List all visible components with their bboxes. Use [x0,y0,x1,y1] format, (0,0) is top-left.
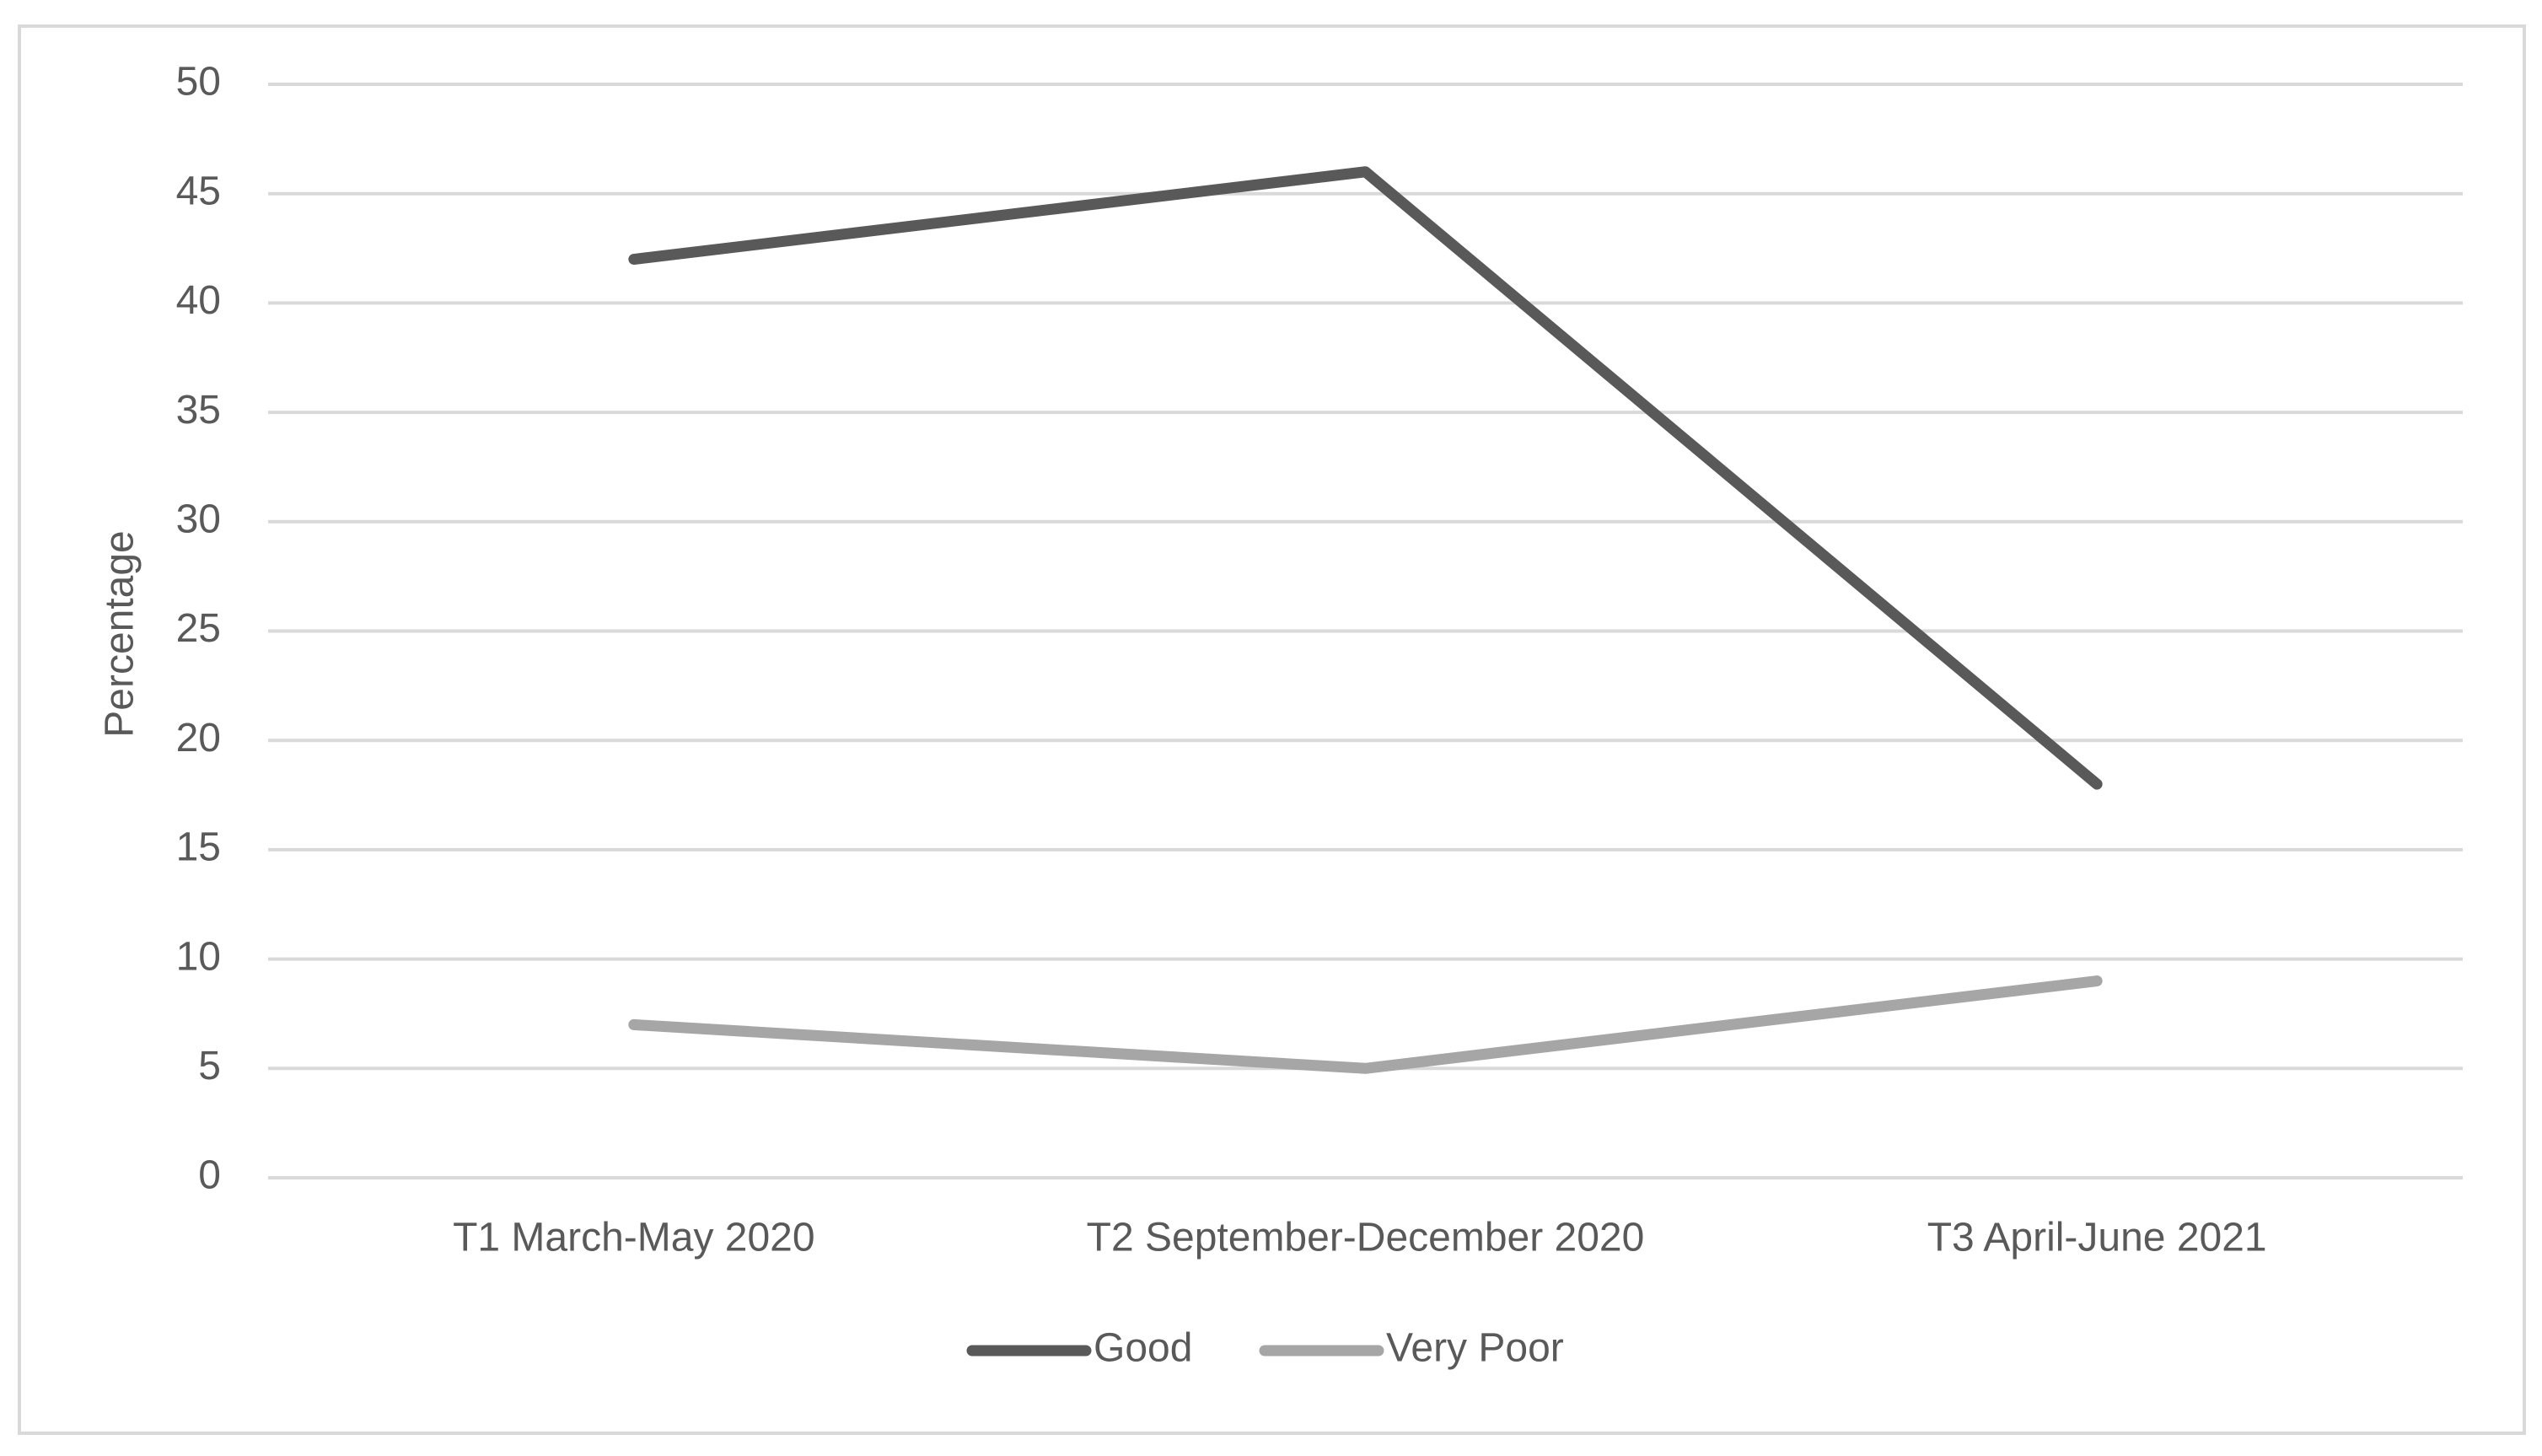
legend-label: Good [1094,1326,1192,1371]
y-tick-label: 0 [198,1153,221,1198]
y-axis-label: Percentage [98,530,142,738]
y-tick-label: 40 [176,278,221,323]
x-tick-label: T1 March-May 2020 [453,1216,815,1260]
series-line [628,166,2103,790]
y-tick-label: 10 [176,934,221,979]
y-tick-label: 45 [176,169,221,213]
y-tick-label: 30 [176,497,221,541]
chart-border [18,24,2526,1435]
x-tick-label: T3 April-June 2021 [1927,1216,2267,1260]
y-tick-label: 20 [176,716,221,760]
y-tick-label: 25 [176,606,221,651]
x-tick-label: T2 September-December 2020 [1087,1216,1645,1260]
legend-label: Very Poor [1386,1326,1564,1371]
series-line [628,975,2103,1074]
y-tick-label: 5 [198,1044,221,1088]
y-tick-label: 50 [176,60,221,105]
y-tick-label: 35 [176,388,221,433]
y-tick-label: 15 [176,825,221,870]
